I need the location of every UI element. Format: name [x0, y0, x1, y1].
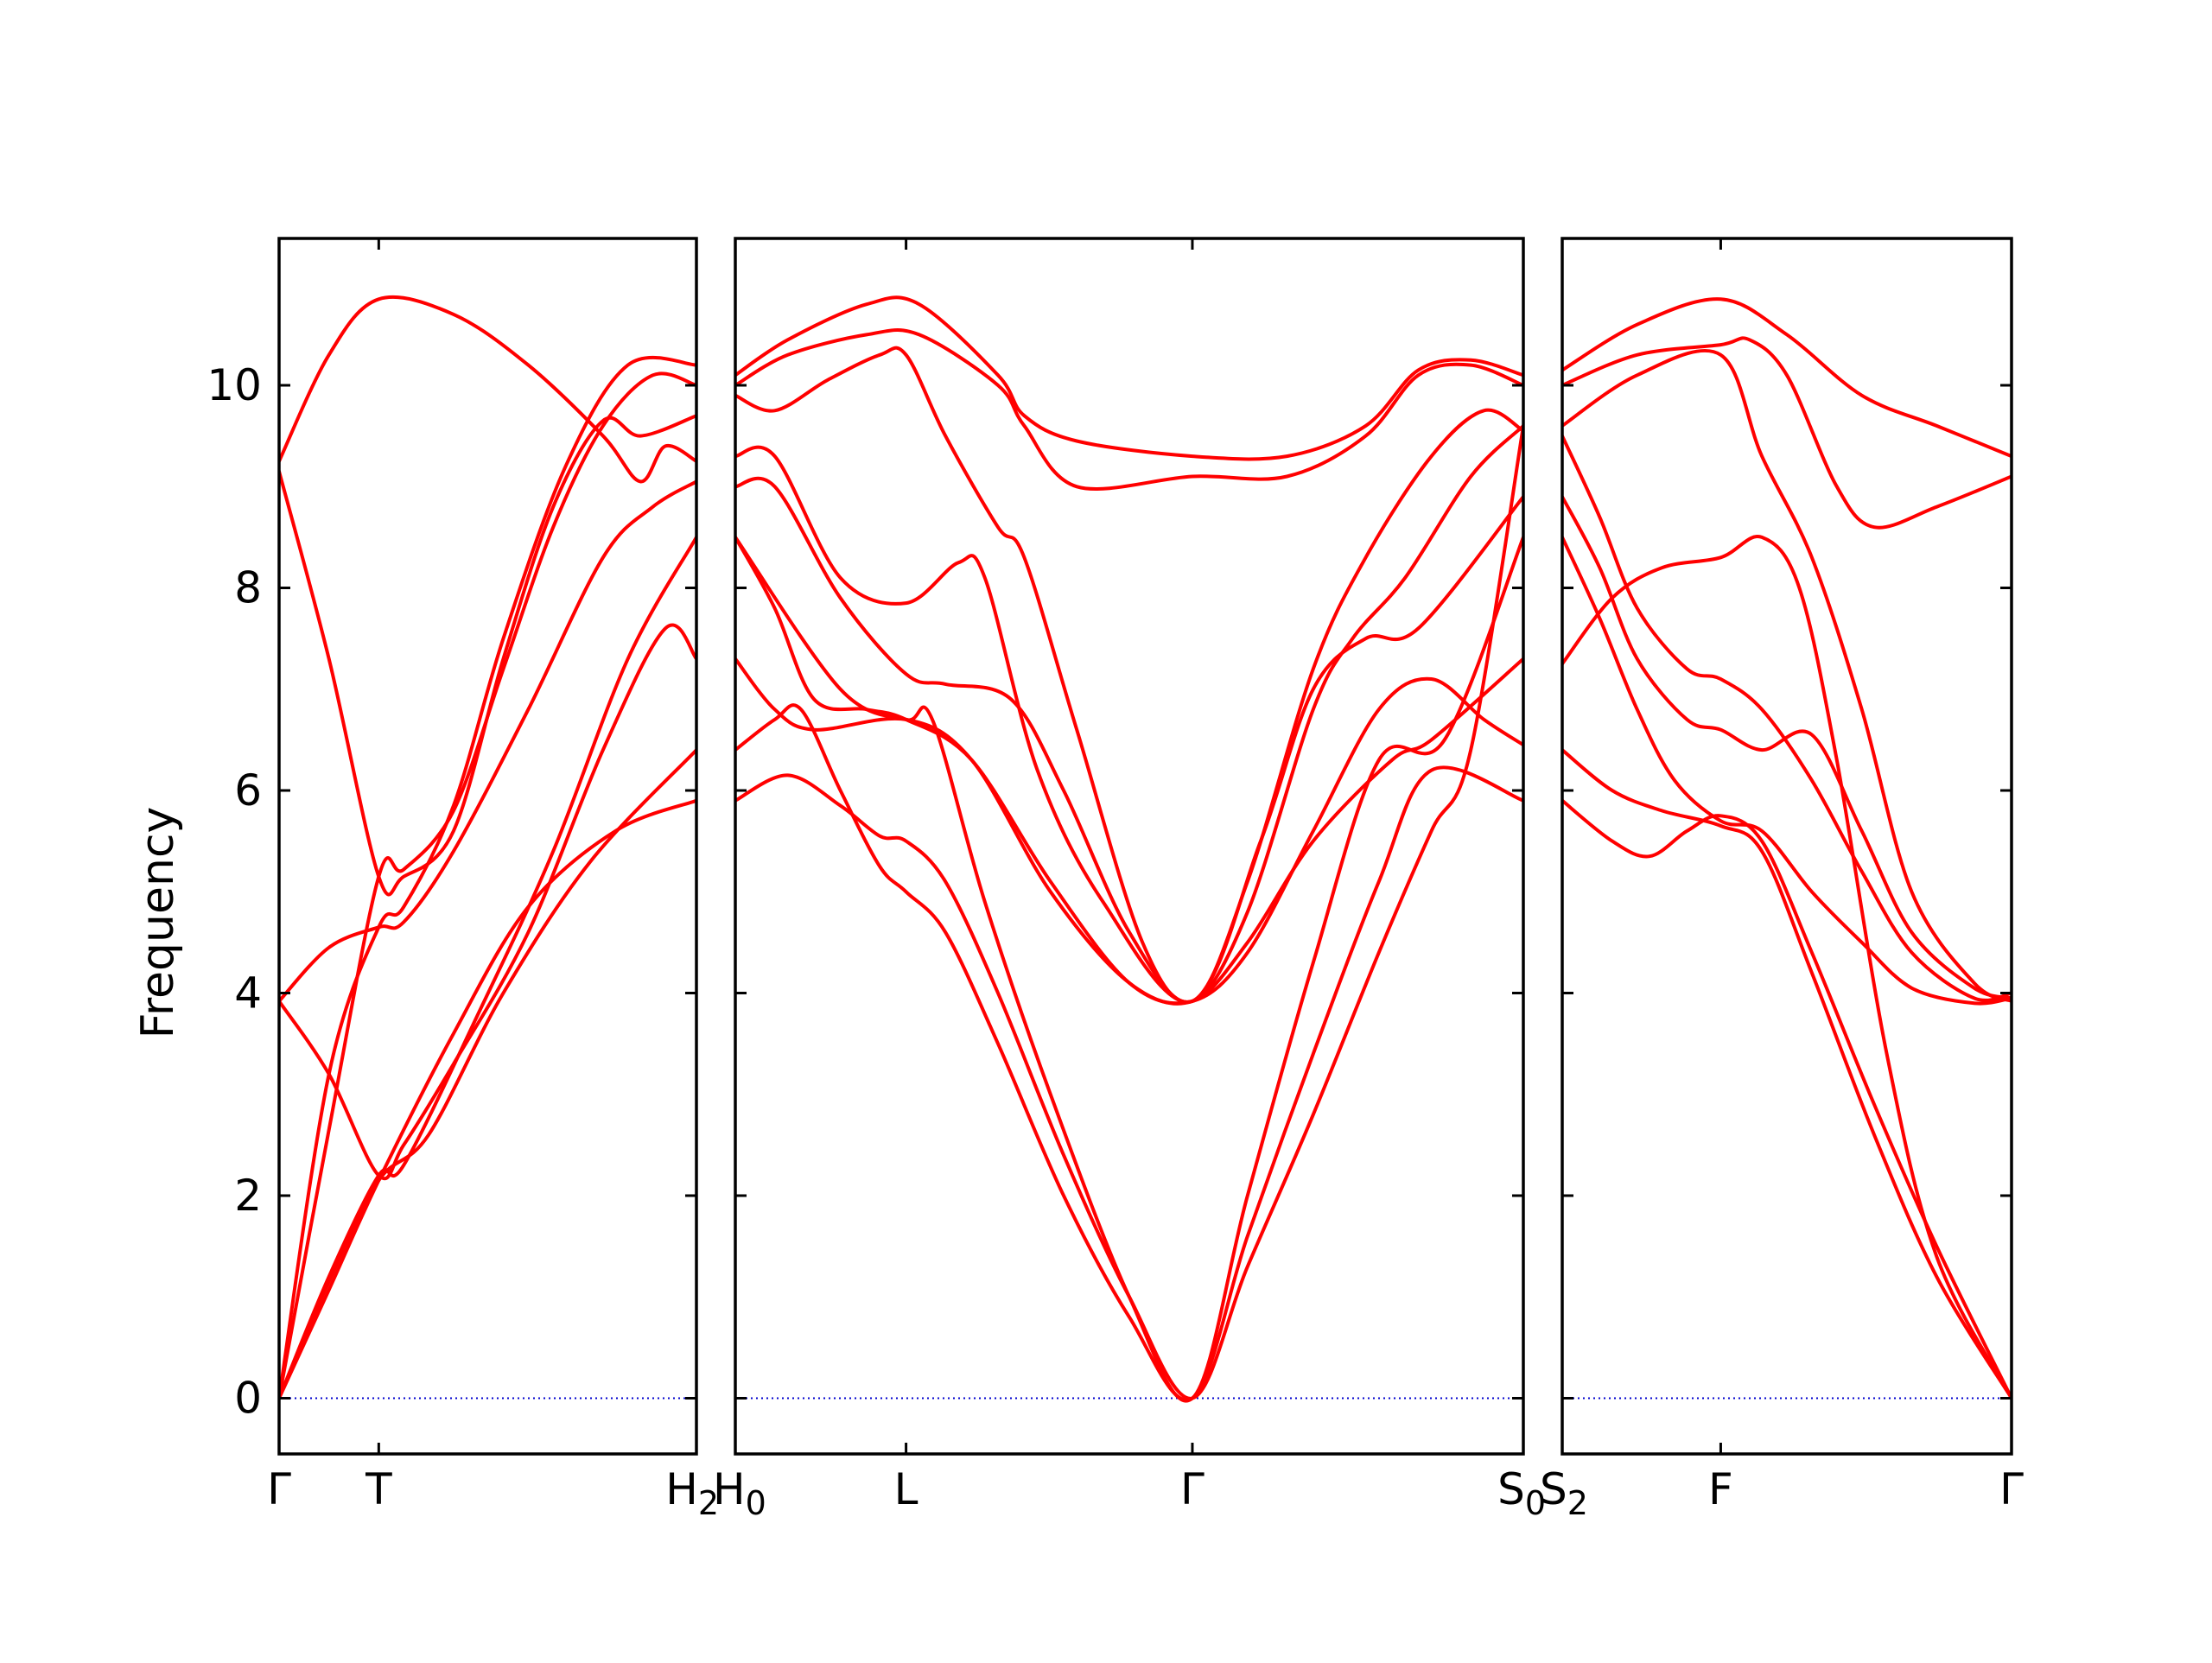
- x-tick-label-base: Γ: [1999, 1464, 2024, 1514]
- y-tick-label: 0: [234, 1374, 262, 1424]
- y-tick-label: 8: [234, 563, 262, 613]
- band-line-2: [279, 371, 696, 1400]
- y-tick-label: 2: [234, 1171, 262, 1221]
- x-tick-label-base: L: [894, 1464, 918, 1514]
- x-tick-label: Γ: [1180, 1464, 1205, 1514]
- band-line-9: [735, 423, 1523, 1400]
- y-axis-label: Frequency: [132, 807, 184, 1039]
- x-tick-label-base: Γ: [267, 1464, 291, 1514]
- x-tick-label-base: H: [713, 1464, 746, 1514]
- band-line-5: [735, 408, 1523, 1005]
- band-line-7: [279, 355, 696, 1400]
- x-tick-label: L: [894, 1464, 918, 1514]
- panel-plot-area: [279, 295, 696, 1400]
- band-line-4: [735, 445, 1523, 1004]
- x-tick-label-base: F: [1708, 1464, 1733, 1514]
- x-tick-label: S0: [1497, 1464, 1546, 1522]
- x-tick-label: T: [365, 1464, 392, 1514]
- x-tick-label: Γ: [1999, 1464, 2024, 1514]
- x-tick-label-subscript: 0: [1525, 1484, 1546, 1522]
- y-tick-label: 6: [234, 765, 262, 816]
- x-tick-label-subscript: 2: [1567, 1484, 1588, 1522]
- x-tick-label-base: H: [665, 1464, 698, 1514]
- x-tick-label-subscript: 0: [746, 1484, 766, 1522]
- band-line-5: [279, 295, 696, 484]
- band-line-4: [279, 479, 696, 1003]
- panel-frame: [734, 237, 1525, 1456]
- x-tick-label-base: Γ: [1180, 1464, 1205, 1514]
- panel-plot-area: [1562, 297, 2012, 1400]
- band-line-8: [735, 703, 1523, 1402]
- panel-frame: [277, 237, 698, 1456]
- band-line-4: [1562, 434, 2012, 1002]
- x-tick-label-base: S: [1540, 1464, 1567, 1514]
- band-line-2: [735, 328, 1523, 491]
- x-tick-label: F: [1708, 1464, 1733, 1514]
- x-tick-label-subscript: 2: [698, 1484, 719, 1522]
- x-tick-label-base: S: [1497, 1464, 1525, 1514]
- y-tick-label: 10: [207, 360, 262, 410]
- band-line-1: [735, 295, 1523, 461]
- band-line-2: [1562, 336, 2012, 530]
- panel-plot-area: [735, 295, 1523, 1403]
- panel-3: S2 F Γ: [1540, 237, 2024, 1522]
- band-line-3: [279, 623, 696, 1181]
- band-line-8: [1562, 748, 2012, 1400]
- x-tick-label: Γ: [267, 1464, 291, 1514]
- band-line-9: [1562, 798, 2012, 1400]
- band-line-1: [1562, 297, 2012, 459]
- x-tick-label-base: T: [365, 1464, 392, 1514]
- band-line-9: [279, 748, 696, 1400]
- band-line-8: [279, 535, 696, 1400]
- band-line-3: [1562, 349, 2012, 1003]
- band-line-10: [735, 535, 1523, 1403]
- x-tick-label: H0: [713, 1464, 766, 1522]
- band-line-1: [279, 798, 696, 1400]
- y-tick-label: 4: [234, 968, 262, 1019]
- x-tick-label: S2: [1540, 1464, 1588, 1522]
- band-line-5: [1562, 495, 2012, 1000]
- x-tick-label: H2: [665, 1464, 719, 1522]
- band-line-7: [735, 657, 1523, 1006]
- panel-frame: [1560, 237, 2013, 1456]
- band-line-6: [279, 414, 696, 897]
- band-line-3: [735, 346, 1523, 1004]
- panel-2: H0 L Γ S0: [713, 237, 1546, 1522]
- band-line-6: [1562, 535, 2012, 1006]
